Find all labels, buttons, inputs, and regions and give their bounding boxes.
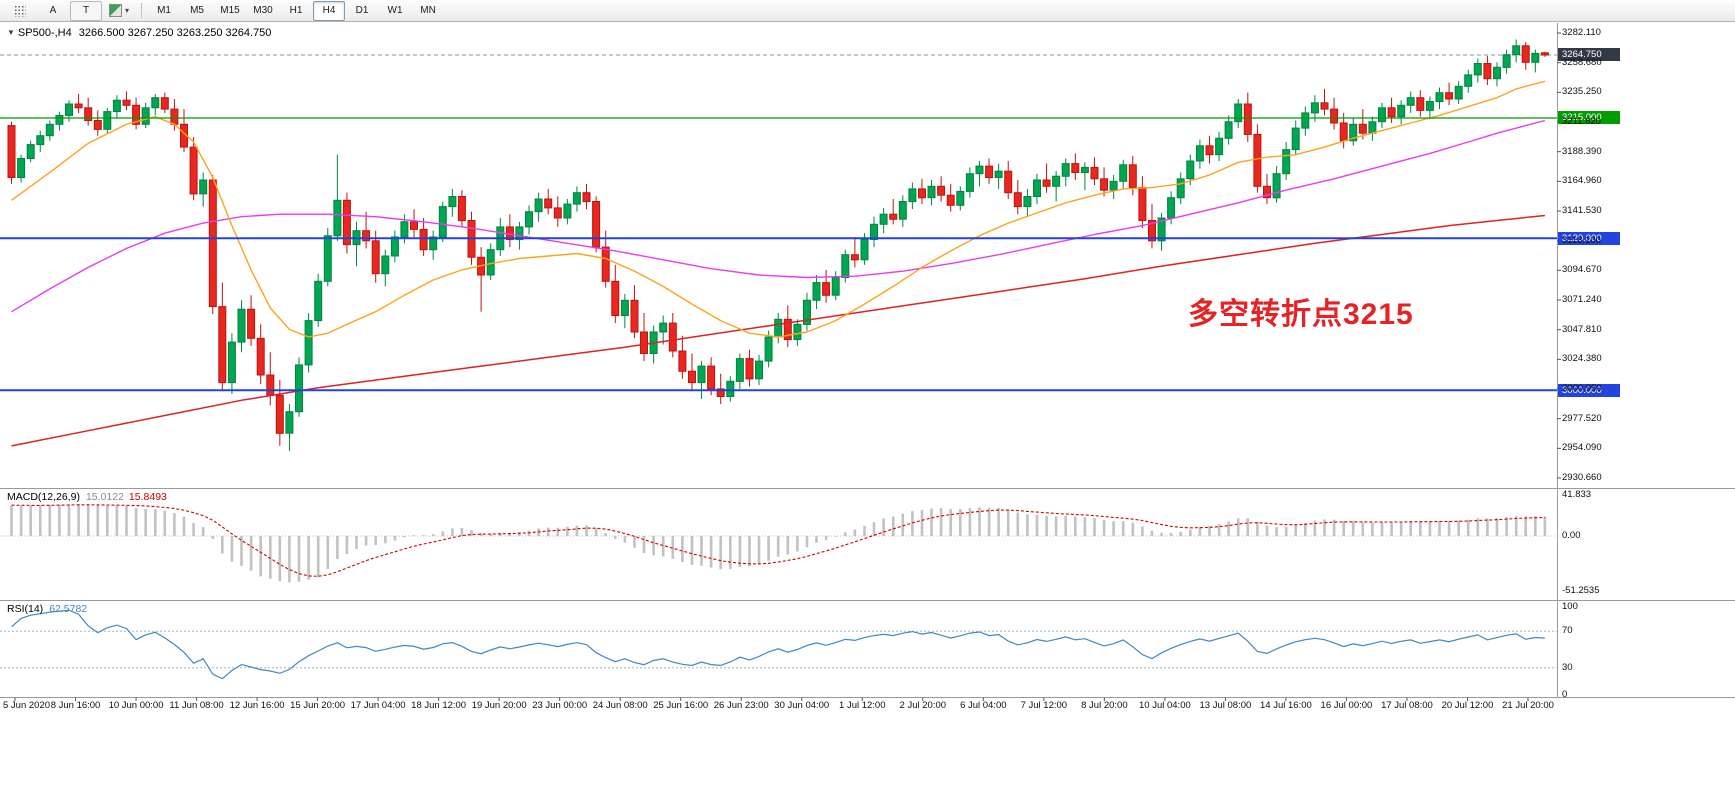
dots-glyph	[14, 4, 26, 17]
rsi-line	[11, 609, 1545, 680]
chart-toolbar: A T ▾ M1 M5 M15 M30 H1 H4 D1 W1 MN	[0, 0, 1735, 22]
timeframe-button-m1[interactable]: M1	[157, 5, 171, 16]
timeframe-button-mn[interactable]: MN	[420, 5, 436, 16]
timeframe-button-w1[interactable]: W1	[387, 5, 403, 16]
timeframe-button-d1[interactable]: D1	[355, 5, 369, 16]
timeframe-button-m5[interactable]: M5	[190, 5, 204, 16]
timeframe-button-m30[interactable]: M30	[253, 5, 273, 16]
text-tool-button[interactable]: T	[70, 0, 102, 21]
timeframe-button-m15[interactable]: M15	[220, 5, 240, 16]
timeframe-button-h1[interactable]: H1	[289, 5, 303, 16]
ma-orange-line	[11, 80, 1546, 338]
main-chart-layer	[0, 39, 1557, 451]
macd-signal-line	[11, 504, 1545, 577]
toolbar-separator	[141, 3, 143, 18]
template-dropdown-button[interactable]: ▾	[103, 1, 135, 21]
candles-layer	[7, 39, 1549, 451]
cursor-a-button[interactable]: A	[49, 5, 57, 16]
macd-histogram	[10, 504, 1547, 583]
chevron-down-icon: ▾	[125, 6, 130, 15]
ma-magenta-line	[11, 119, 1546, 313]
grid-dots-icon[interactable]	[4, 1, 36, 21]
timeframe-group: M1 M5 M15 M30 H1 H4 D1 W1 MN	[148, 0, 444, 21]
rsi-layer	[0, 609, 1557, 680]
macd-layer	[0, 504, 1557, 583]
timeframe-button-h4[interactable]: H4	[313, 0, 346, 21]
template-icon	[109, 4, 122, 17]
